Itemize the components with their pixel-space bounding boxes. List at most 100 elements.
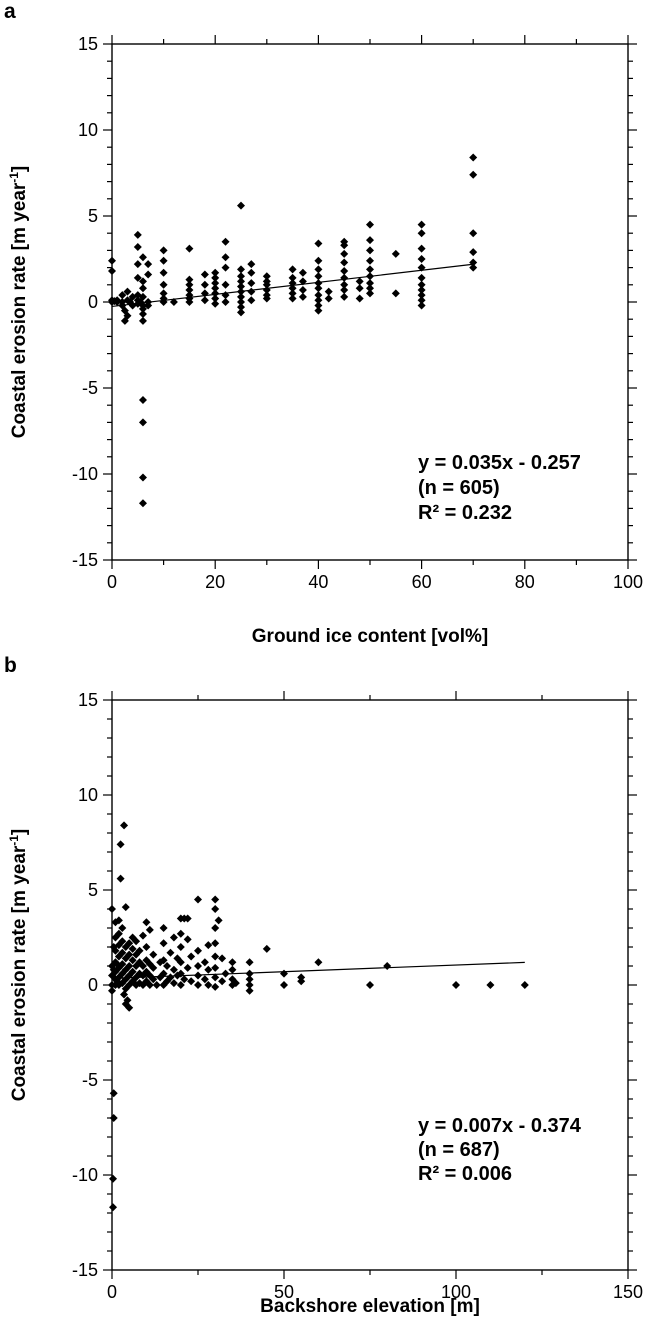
data-point xyxy=(245,975,254,984)
data-point xyxy=(211,939,220,948)
data-point xyxy=(118,924,127,932)
data-point xyxy=(417,301,426,310)
data-point xyxy=(138,304,147,313)
data-point xyxy=(520,981,529,989)
data-point xyxy=(200,296,209,305)
data-point xyxy=(176,943,185,951)
data-point xyxy=(211,963,220,972)
data-point xyxy=(417,255,426,263)
data-point xyxy=(194,895,202,904)
data-point xyxy=(262,944,271,953)
data-point xyxy=(469,229,478,238)
data-point xyxy=(469,263,478,272)
data-point xyxy=(159,268,168,277)
data-point xyxy=(340,285,349,294)
panel-b-y-axis-label-main: Coastal erosion rate [m year xyxy=(9,845,30,1101)
data-point xyxy=(211,279,220,288)
data-point xyxy=(185,280,194,289)
data-point xyxy=(128,956,137,965)
data-point xyxy=(324,287,333,296)
data-point xyxy=(417,285,426,294)
data-point xyxy=(314,291,323,300)
data-point xyxy=(183,914,192,923)
data-point xyxy=(138,418,147,427)
y-tick-label: 15 xyxy=(78,690,98,710)
data-point xyxy=(200,270,209,279)
data-point xyxy=(159,939,168,948)
panel-b-regression-annotation: y = 0.007x - 0.374 (n = 687) R² = 0.006 xyxy=(418,1115,582,1185)
panel-a-regression-annotation: y = 0.035x - 0.257 (n = 605) R² = 0.232 xyxy=(418,452,581,524)
data-point xyxy=(144,260,153,269)
data-point xyxy=(211,895,220,904)
data-point xyxy=(114,916,123,925)
data-point xyxy=(159,256,168,265)
data-point xyxy=(133,230,142,239)
data-point xyxy=(237,298,245,306)
panel-a-r-squared: R² = 0.232 xyxy=(418,502,512,524)
data-point xyxy=(138,396,147,405)
data-point xyxy=(138,253,147,262)
data-point xyxy=(314,958,323,967)
data-point xyxy=(138,473,147,482)
data-point xyxy=(185,291,194,300)
data-point xyxy=(116,874,125,883)
y-tick-label: 10 xyxy=(78,120,98,140)
y-tick-label: 5 xyxy=(88,206,98,226)
data-point xyxy=(169,965,178,974)
data-point xyxy=(108,267,116,276)
data-point xyxy=(314,239,323,248)
y-tick-label: 5 xyxy=(88,880,98,900)
data-point xyxy=(118,960,127,969)
data-point xyxy=(211,273,220,282)
y-tick-label: -15 xyxy=(72,1260,98,1280)
panel-a-x-axis-label: Ground ice content [vol%] xyxy=(252,626,488,647)
data-point xyxy=(138,962,147,970)
data-point xyxy=(221,298,230,306)
data-point xyxy=(109,1174,118,1183)
data-point xyxy=(125,962,134,970)
data-point xyxy=(211,294,220,303)
data-point xyxy=(298,285,307,294)
panel-a-y-axis-label: Coastal erosion rate [m year-1] xyxy=(7,166,30,439)
data-point xyxy=(237,292,245,301)
data-point xyxy=(159,956,168,965)
data-point xyxy=(116,840,125,849)
data-point xyxy=(111,946,120,955)
data-point xyxy=(145,981,154,989)
x-tick-label: 80 xyxy=(515,572,535,592)
data-point xyxy=(144,270,153,279)
data-point xyxy=(314,306,323,315)
data-point xyxy=(218,954,227,963)
panel-b-y-tick-labels: 15 10 5 0 -5 -10 -15 xyxy=(72,690,98,1280)
data-point xyxy=(169,979,178,988)
panel-b-y-axis-label-close: ] xyxy=(9,829,30,835)
y-tick-label: -10 xyxy=(72,464,98,484)
x-tick-label: 150 xyxy=(613,1282,643,1302)
data-point xyxy=(108,986,116,995)
data-point xyxy=(128,944,137,953)
y-tick-label: -10 xyxy=(72,1165,98,1185)
data-point xyxy=(159,924,168,932)
data-point xyxy=(108,256,116,265)
data-point xyxy=(391,249,400,258)
data-point xyxy=(245,981,254,989)
data-point xyxy=(314,279,323,288)
data-point xyxy=(314,284,323,293)
data-point xyxy=(340,258,349,267)
data-point xyxy=(176,929,185,938)
data-point xyxy=(149,975,158,984)
data-point xyxy=(221,263,230,272)
data-point xyxy=(383,962,392,970)
data-point xyxy=(314,265,323,274)
data-point xyxy=(469,170,478,179)
data-point xyxy=(355,294,364,303)
data-point xyxy=(144,301,153,310)
data-point xyxy=(138,499,147,508)
data-point xyxy=(123,996,132,1005)
data-point xyxy=(314,301,323,310)
data-point xyxy=(324,294,333,303)
data-point xyxy=(366,981,374,989)
y-tick-label: 0 xyxy=(88,292,98,312)
